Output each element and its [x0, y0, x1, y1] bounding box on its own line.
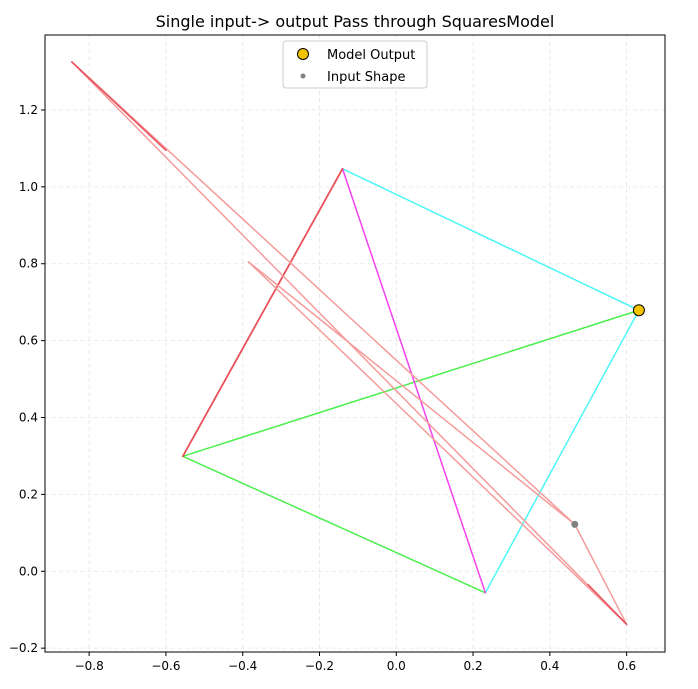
x-tick-label: −0.8	[75, 659, 104, 673]
y-tick-label: 0.6	[19, 334, 38, 348]
series-segment	[182, 455, 487, 594]
legend-label-input-shape: Input Shape	[327, 70, 406, 85]
series-segment	[341, 168, 487, 594]
x-tick-label: −0.6	[151, 659, 180, 673]
y-tick-label: 0.2	[19, 487, 38, 501]
model-output-point	[632, 304, 645, 317]
x-tick-label: 0.4	[540, 659, 559, 673]
x-tick-label: −0.2	[305, 659, 334, 673]
series-segment	[182, 309, 640, 458]
x-tick-label: 0.0	[387, 659, 406, 673]
series-segment	[484, 309, 640, 594]
y-tick-label: 0.8	[19, 257, 38, 271]
legend: Model Output Input Shape	[282, 40, 428, 89]
y-tick-label: 0.0	[19, 564, 38, 578]
plot-frame	[44, 34, 666, 653]
series-segment	[247, 261, 576, 526]
x-tick-label: 0.2	[464, 659, 483, 673]
plot-series	[71, 61, 640, 626]
series-segment	[247, 261, 628, 626]
series-segment	[341, 168, 640, 311]
legend-marker-model-output	[297, 48, 309, 60]
series-segment	[574, 523, 628, 626]
x-tick-label: 0.6	[617, 659, 636, 673]
plot-points	[571, 304, 645, 528]
y-tick-label: 1.2	[19, 103, 38, 117]
grid	[45, 35, 665, 652]
input-shape-point	[571, 520, 579, 528]
series-segment	[71, 61, 576, 526]
y-tick-label: 0.4	[19, 411, 38, 425]
legend-label-model-output: Model Output	[327, 48, 415, 63]
legend-box	[282, 40, 428, 89]
series-segment	[587, 583, 628, 626]
y-tick-label: 1.0	[19, 180, 38, 194]
chart-title: Single input-> output Pass through Squar…	[156, 12, 555, 31]
series-segment	[71, 61, 167, 152]
axis-ticks: −0.8 −0.6 −0.4 −0.2 0.0 0.2 0.4 0.6 −0.2 0.0 0.2 0.…	[9, 103, 636, 673]
series-segment	[181, 167, 344, 458]
x-tick-label: −0.4	[228, 659, 257, 673]
legend-marker-input-shape	[300, 73, 306, 79]
y-tick-label: −0.2	[9, 641, 38, 655]
